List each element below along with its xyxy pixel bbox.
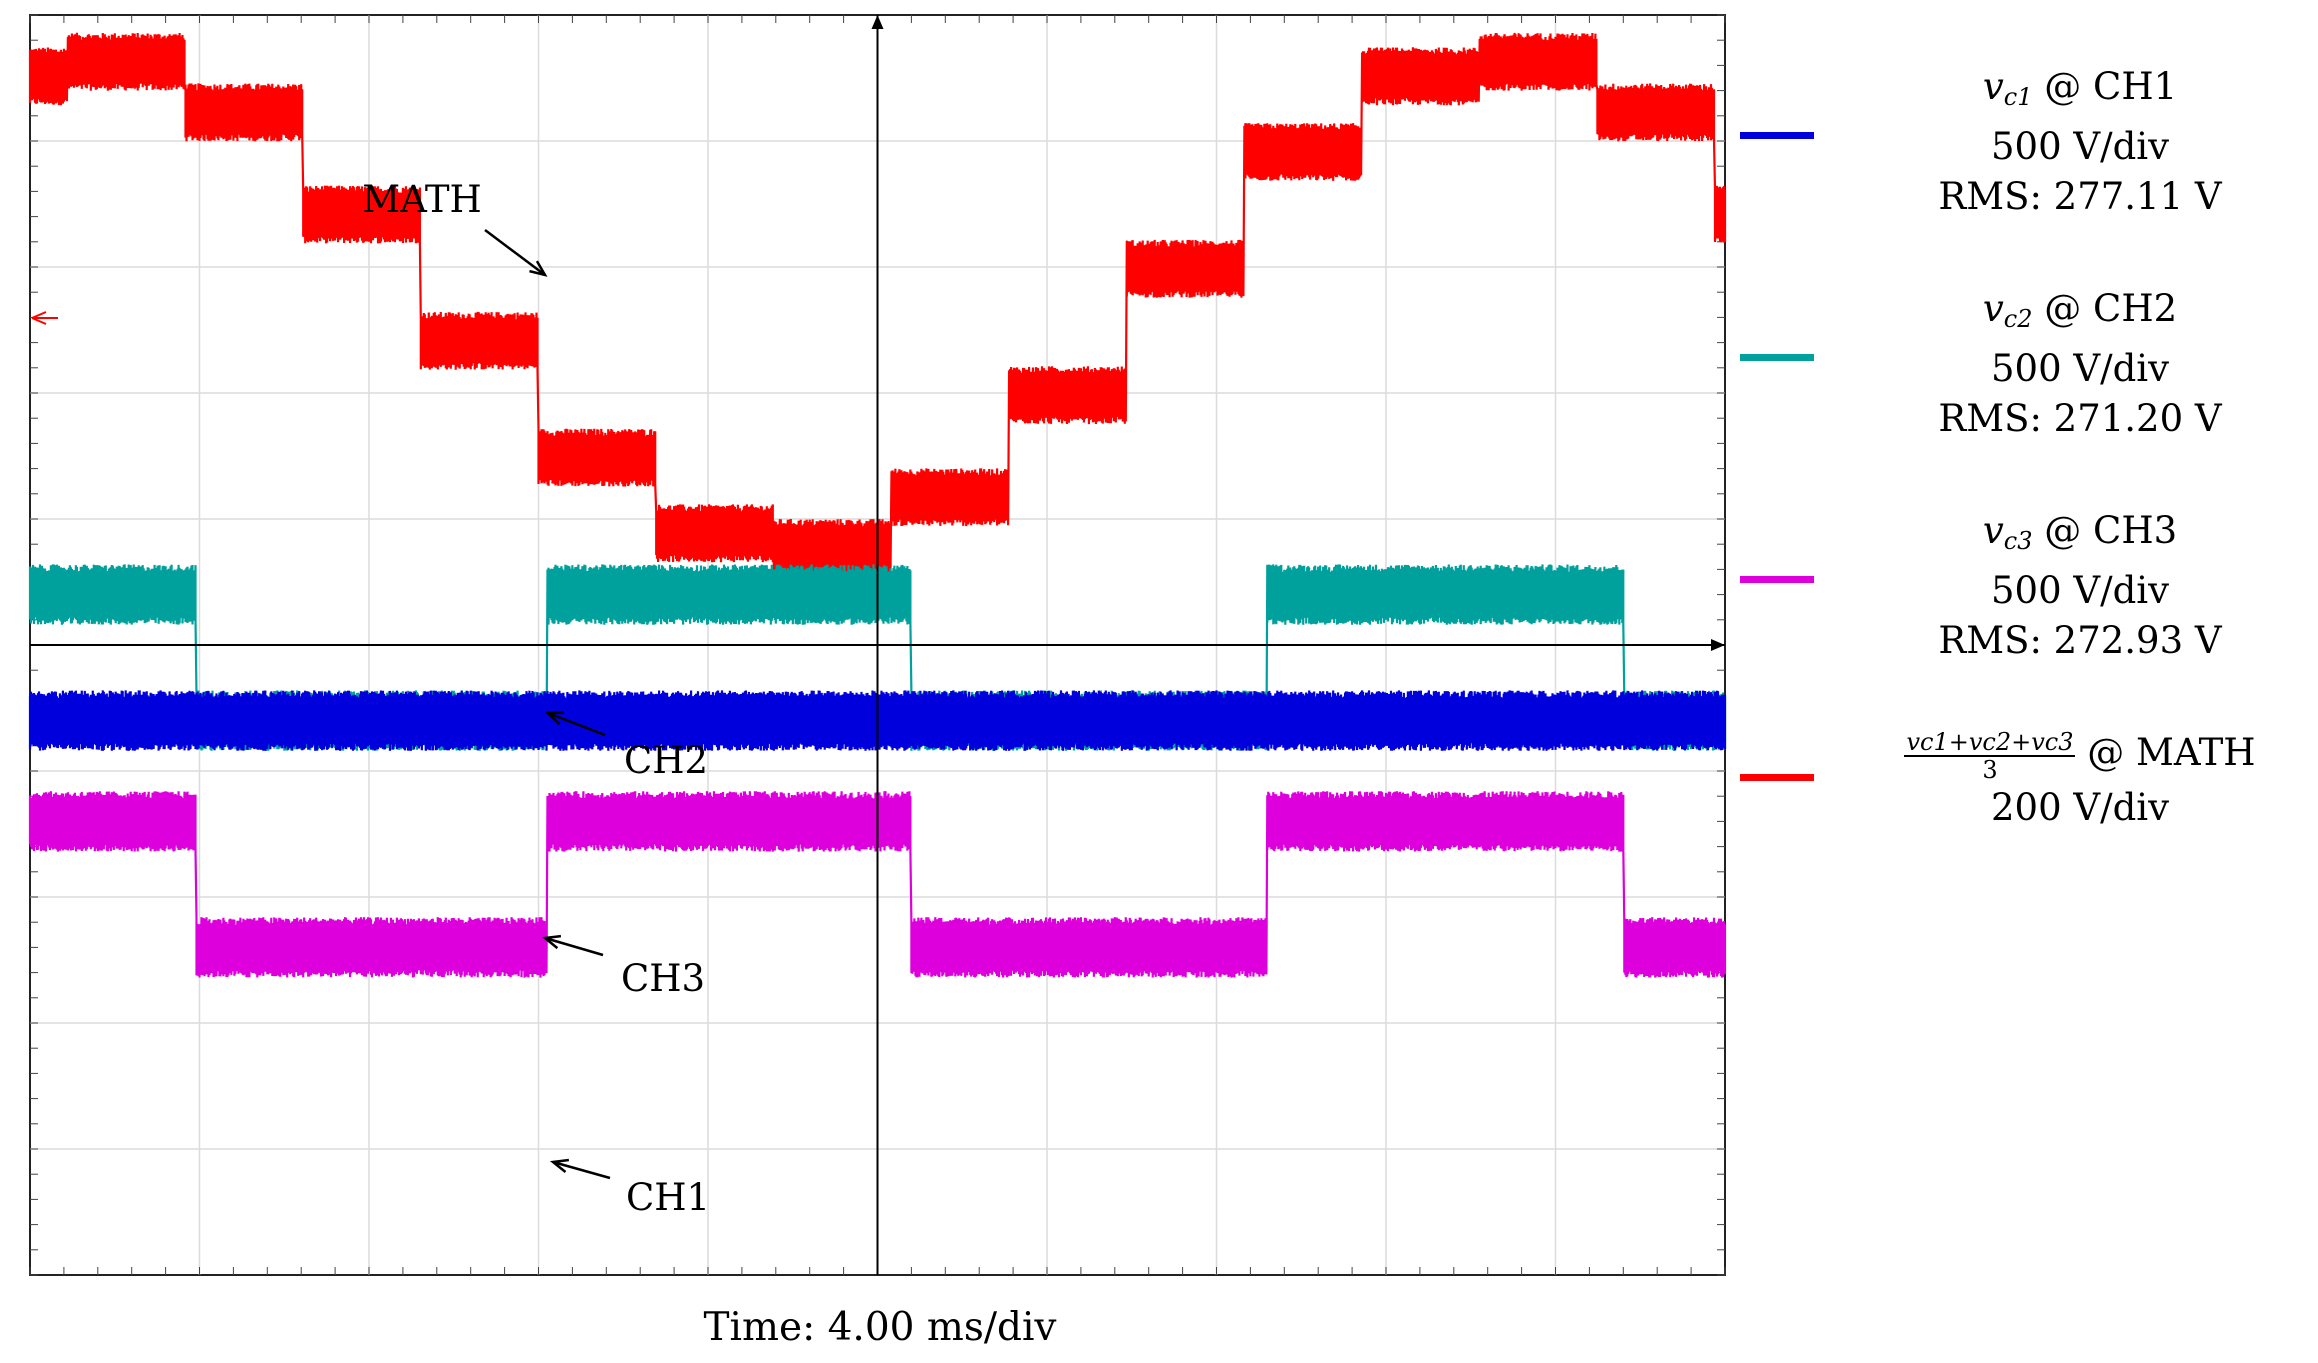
ch1-arrow-icon (552, 1160, 611, 1180)
legend-rms: RMS: 271.20 V (1938, 397, 2222, 440)
math-arrow-icon (484, 229, 546, 276)
x-axis-arrow (1711, 639, 1725, 651)
legend-line1: vc2 @ CH2 (1982, 287, 2178, 333)
ch3-arrow-icon-head (541, 934, 562, 950)
ch1-arrow-icon-head (549, 1158, 570, 1173)
annotations: MATH CH2 CH3 CH1 (362, 178, 710, 1219)
legend-swatch (1740, 354, 1814, 361)
legend-swatch (1740, 774, 1814, 781)
legend-line1: vc3 @ CH3 (1982, 509, 2178, 555)
legend-text: vc1 @ CH1 500 V/div RMS: 277.11 V (1860, 62, 2300, 222)
math-arrow-icon-head (529, 260, 548, 277)
oscilloscope-plot: MATH CH2 CH3 CH1 (28, 14, 1727, 1276)
legend-text: vc1+vc2+vc3 3 @ MATH 200 V/div (1860, 728, 2300, 833)
legend-line1: vc1 @ CH1 (1982, 65, 2178, 111)
legend-swatch (1740, 132, 1814, 139)
legend-text: vc3 @ CH3 500 V/div RMS: 272.93 V (1860, 506, 2300, 666)
math-label: MATH (362, 178, 482, 221)
legend-line1: vc1+vc2+vc3 3 @ MATH (1904, 727, 2256, 784)
ch2-arrow-icon (547, 711, 606, 737)
ch2-arrow-icon-head (545, 711, 565, 726)
legend-scale: 200 V/div (1991, 785, 2169, 829)
trigger-arrow-icon (31, 311, 58, 325)
ch3-label: CH3 (621, 957, 705, 1000)
legend-rms: RMS: 277.11 V (1938, 175, 2222, 218)
center-axes (30, 15, 1725, 1275)
y-axis-arrow (871, 15, 884, 29)
legend-text: vc2 @ CH2 500 V/div RMS: 271.20 V (1860, 284, 2300, 444)
ch1-label: CH1 (626, 1176, 710, 1219)
ch3-arrow-icon (544, 936, 604, 957)
x-axis-label: Time: 4.00 ms/div (703, 1305, 1057, 1350)
legend-scale: 500 V/div (1991, 347, 2169, 390)
legend-rms: RMS: 272.93 V (1938, 619, 2222, 662)
legend-swatch (1740, 576, 1814, 583)
ch2-label: CH2 (624, 739, 708, 782)
legend-scale: 500 V/div (1991, 569, 2169, 612)
legend-scale: 500 V/div (1991, 125, 2169, 168)
